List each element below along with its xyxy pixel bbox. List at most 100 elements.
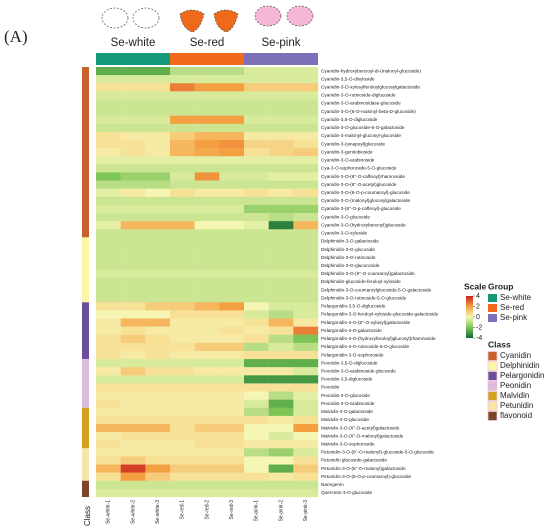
legend-swatch xyxy=(487,361,498,371)
heatmap-cell xyxy=(170,423,195,433)
heatmap-cell xyxy=(145,294,171,303)
heatmap-cell xyxy=(219,367,245,376)
flower-icon xyxy=(254,5,282,27)
heatmap-cell xyxy=(120,415,146,425)
heatmap-cell xyxy=(268,277,294,287)
heatmap-cell xyxy=(268,196,294,206)
heatmap-cell xyxy=(170,221,195,230)
heatmap-cell xyxy=(170,99,195,108)
heatmap-cell xyxy=(170,196,195,206)
heatmap-cell xyxy=(120,318,146,327)
heatmap-cell xyxy=(219,237,245,246)
heatmap-cell xyxy=(145,107,171,116)
heatmap-cell xyxy=(194,456,220,465)
heatmap-cell xyxy=(244,391,269,400)
heatmap-cell xyxy=(96,261,121,271)
heatmap-cell xyxy=(244,423,269,433)
heatmap-cell xyxy=(219,448,245,457)
heatmap-cell xyxy=(170,140,195,149)
heatmap-cell xyxy=(244,350,269,360)
heatmap-cell xyxy=(120,277,146,287)
heatmap-cell xyxy=(96,245,121,254)
heatmap-cell xyxy=(120,245,146,254)
row-label: Cya-3-O-sophoroside-5-O-glucoside xyxy=(321,166,397,171)
heatmap-cell xyxy=(120,488,146,498)
column-label: Se-white-3 xyxy=(155,500,161,524)
class-bar xyxy=(82,237,89,303)
heatmap-cell xyxy=(170,156,195,165)
heatmap-cell xyxy=(145,480,171,490)
heatmap-cell xyxy=(96,367,121,376)
heatmap-cell xyxy=(96,115,121,124)
heatmap-cell xyxy=(170,383,195,392)
row-label: Cyanidin-3-O-xyloside xyxy=(321,231,368,236)
heatmap-cell xyxy=(268,294,294,303)
flower-icon xyxy=(101,7,129,29)
row-label: Delphinidin-glucoside-feruloyl-xyloside xyxy=(321,279,401,284)
heatmap-cell xyxy=(120,391,146,400)
heatmap-cell xyxy=(145,204,171,214)
heatmap-cell xyxy=(244,440,269,449)
heatmap-cell xyxy=(293,286,319,295)
heatmap-cell xyxy=(120,221,146,230)
heatmap-cell xyxy=(268,318,294,327)
heatmap-cell xyxy=(170,342,195,352)
heatmap-cell xyxy=(194,350,220,360)
heatmap-cell xyxy=(145,367,171,376)
heatmap-cell xyxy=(120,456,146,465)
heatmap-cell xyxy=(219,221,245,230)
heatmap-cell xyxy=(96,237,121,246)
heatmap-cell xyxy=(145,391,171,400)
heatmap-cell xyxy=(145,302,171,311)
heatmap-cell xyxy=(170,334,195,344)
row-label: Cyanidin-hydroxybenzoyl-di-(malonyl-gluc… xyxy=(321,68,421,73)
class-axis-label: Class xyxy=(83,506,92,526)
heatmap-cell xyxy=(219,188,245,198)
heatmap-cell xyxy=(244,67,269,76)
heatmap-cell xyxy=(120,359,146,368)
heatmap-cell xyxy=(219,440,245,449)
heatmap-cell xyxy=(170,310,195,319)
heatmap-cell xyxy=(219,253,245,262)
legend-label: Petunidin xyxy=(500,401,533,410)
heatmap-cell xyxy=(244,286,269,295)
row-label: Cyanidin-3-O-(hydroxybenzoyl)glucoside xyxy=(321,222,406,227)
heatmap-cell xyxy=(268,115,294,124)
heatmap-cell xyxy=(96,269,121,279)
heatmap-cell xyxy=(293,261,319,271)
heatmap-cell xyxy=(96,204,121,214)
row-label: Peonidin-3,5-O-diglucoside xyxy=(321,360,378,365)
heatmap-cell xyxy=(219,399,245,408)
heatmap-cell xyxy=(268,229,294,238)
heatmap-cell xyxy=(219,334,245,344)
heatmap-cell xyxy=(293,488,319,498)
legend-label: Cyanidin xyxy=(500,351,531,360)
heatmap-cell xyxy=(120,302,146,311)
heatmap-cell xyxy=(194,213,220,222)
heatmap-cell xyxy=(194,123,220,133)
heatmap-cell xyxy=(293,342,319,352)
heatmap-cell xyxy=(96,83,121,92)
heatmap-cell xyxy=(244,253,269,262)
heatmap-cell xyxy=(96,415,121,425)
heatmap-cell xyxy=(293,399,319,408)
heatmap-cell xyxy=(120,99,146,108)
heatmap-cell xyxy=(170,213,195,222)
group-bar xyxy=(170,53,244,65)
heatmap-cell xyxy=(145,432,171,441)
heatmap-cell xyxy=(268,480,294,490)
heatmap-cell xyxy=(194,359,220,368)
heatmap-cell xyxy=(96,472,121,481)
heatmap-cell xyxy=(145,488,171,498)
row-label: Pelargonidin-3-O-galactoside xyxy=(321,328,382,333)
heatmap-cell xyxy=(268,464,294,473)
heatmap-cell xyxy=(194,253,220,262)
heatmap-cell xyxy=(244,91,269,100)
heatmap-cell xyxy=(120,107,146,116)
heatmap-cell xyxy=(219,123,245,133)
heatmap-cell xyxy=(293,383,319,392)
heatmap-cell xyxy=(293,107,319,116)
legend-label: Pelargonidin xyxy=(500,371,544,380)
heatmap-cell xyxy=(268,286,294,295)
heatmap-cell xyxy=(145,423,171,433)
